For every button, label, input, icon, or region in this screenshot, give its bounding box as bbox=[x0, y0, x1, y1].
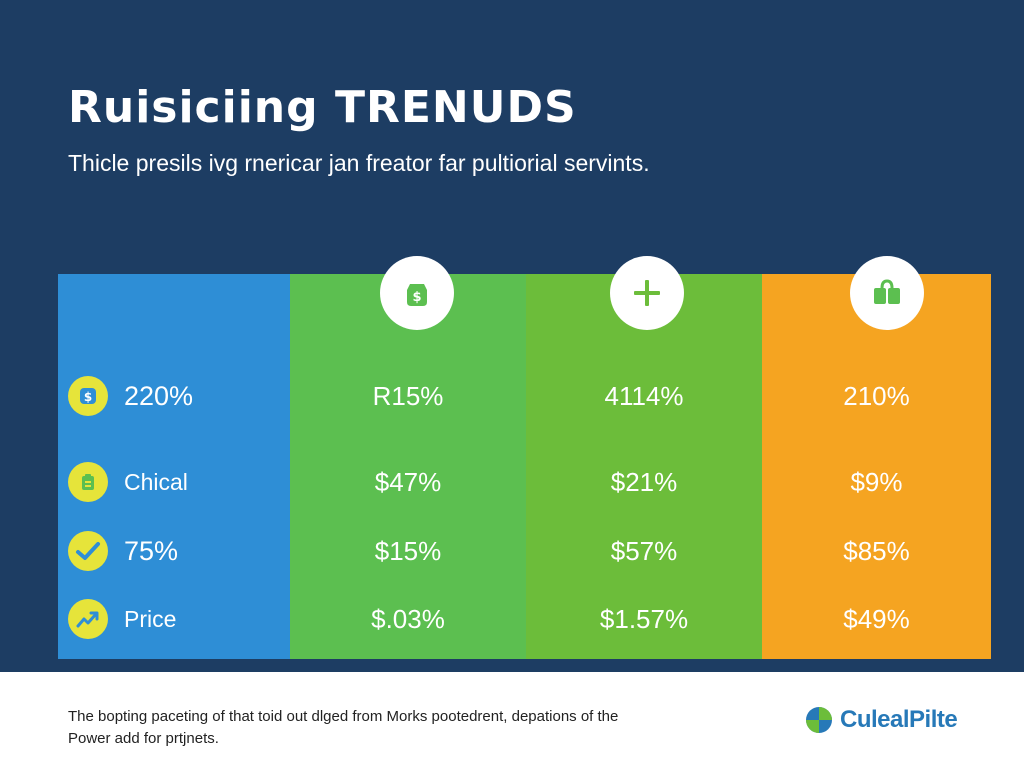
page-subtitle: Thicle presils ivg rnericar jan freator … bbox=[68, 150, 650, 176]
table-cell: $21% bbox=[610, 466, 678, 497]
brand-logo: CulealPilte bbox=[804, 705, 958, 735]
table-cell: $47% bbox=[374, 466, 442, 497]
data-column-2: 4114% $21% $57% $1.57% bbox=[526, 256, 762, 659]
row-label-text: 220% bbox=[124, 380, 194, 411]
label-column: $ 220% Chical 75% bbox=[58, 274, 290, 659]
table-cell: $85% bbox=[843, 535, 910, 566]
row-label-3: 75% bbox=[68, 529, 178, 573]
table-cell: $9% bbox=[850, 466, 903, 497]
checkmark-icon bbox=[68, 531, 108, 571]
row-label-1: $ 220% bbox=[68, 374, 193, 418]
table-cell: $.03% bbox=[371, 603, 445, 634]
brand-mark-icon bbox=[806, 707, 832, 733]
row-label-text: Chical bbox=[124, 468, 188, 495]
trend-up-icon bbox=[68, 599, 108, 639]
table-cell: R15% bbox=[372, 380, 444, 411]
row-label-text: 75% bbox=[124, 535, 179, 566]
brand-name: CulealPilte bbox=[840, 706, 958, 733]
dollar-bag-icon: $ bbox=[380, 256, 454, 330]
table-cell: $15% bbox=[374, 535, 442, 566]
table-cell: $49% bbox=[843, 603, 910, 634]
data-column-3: 210% $9% $85% $49% bbox=[762, 256, 991, 659]
shopping-bag-icon bbox=[849, 256, 924, 330]
table-cell: $57% bbox=[610, 535, 678, 566]
plus-icon bbox=[610, 256, 684, 330]
table-cell: $1.57% bbox=[599, 603, 689, 634]
row-label-4: Price bbox=[68, 597, 176, 641]
table-cell: 4114% bbox=[604, 380, 684, 411]
footnote: The bopting paceting of that toid out dl… bbox=[68, 708, 619, 747]
page-title: Ruisiciing TRENUDS bbox=[68, 82, 577, 133]
clipboard-icon bbox=[68, 462, 108, 502]
trends-table: $ 220% Chical 75% bbox=[58, 256, 991, 659]
data-column-1: $ R15% $47% $15% $.03% bbox=[290, 256, 526, 659]
row-label-2: Chical bbox=[68, 460, 188, 504]
row-label-text: Price bbox=[124, 605, 177, 632]
svg-text:$: $ bbox=[412, 290, 421, 305]
dollar-icon: $ bbox=[68, 376, 108, 416]
footer: The bopting paceting of that toid out dl… bbox=[0, 672, 1024, 768]
svg-text:$: $ bbox=[84, 390, 92, 404]
table-cell: 210% bbox=[843, 380, 910, 411]
